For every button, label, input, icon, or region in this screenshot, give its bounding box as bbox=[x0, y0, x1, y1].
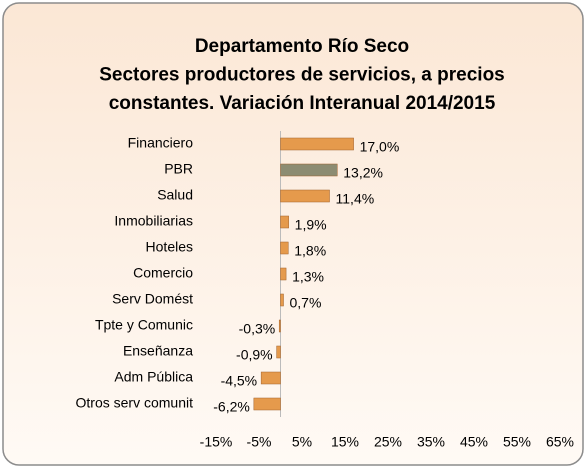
x-tick-label: 35% bbox=[417, 434, 445, 450]
bar bbox=[253, 397, 281, 411]
bar bbox=[280, 137, 354, 151]
data-label: -6,2% bbox=[213, 399, 250, 415]
chart-title: Sectores productores de servicios, a pre… bbox=[99, 65, 505, 86]
bar bbox=[278, 319, 281, 333]
x-tick-label: -5% bbox=[247, 434, 272, 450]
chart-background bbox=[2, 2, 584, 466]
y-tick-label: Hoteles bbox=[146, 239, 193, 255]
chart-title: constantes. Variación Interanual 2014/20… bbox=[109, 93, 496, 114]
x-tick-label: 55% bbox=[503, 434, 531, 450]
bar bbox=[280, 215, 289, 229]
bar bbox=[280, 163, 338, 177]
data-label: 0,7% bbox=[290, 295, 322, 311]
bar bbox=[276, 345, 281, 359]
y-tick-label: PBR bbox=[164, 161, 193, 177]
x-tick-label: 65% bbox=[546, 434, 574, 450]
data-label: 1,9% bbox=[295, 217, 327, 233]
data-label: -0,9% bbox=[236, 347, 273, 363]
y-tick-label: Enseñanza bbox=[123, 343, 193, 359]
y-tick-label: Tpte y Comunic bbox=[95, 317, 193, 333]
y-tick-label: Comercio bbox=[133, 265, 193, 281]
bar bbox=[280, 189, 330, 203]
x-tick-label: 15% bbox=[331, 434, 359, 450]
y-tick-label: Otros serv comunit bbox=[76, 395, 194, 411]
bar bbox=[280, 293, 284, 307]
bar bbox=[280, 241, 289, 255]
data-label: 13,2% bbox=[343, 165, 383, 181]
chart-title: Departamento Río Seco bbox=[195, 36, 409, 57]
bar bbox=[260, 371, 281, 385]
y-tick-label: Salud bbox=[157, 187, 193, 203]
data-label: 11,4% bbox=[336, 191, 375, 207]
x-tick-label: -15% bbox=[200, 434, 233, 450]
data-label: -0,3% bbox=[239, 321, 276, 337]
y-tick-label: Financiero bbox=[128, 135, 194, 151]
bar bbox=[280, 267, 287, 281]
x-tick-label: 25% bbox=[374, 434, 402, 450]
y-tick-label: Serv Domést bbox=[112, 291, 193, 307]
data-label: 1,8% bbox=[294, 243, 326, 259]
data-label: 17,0% bbox=[360, 139, 400, 155]
x-tick-label: 45% bbox=[460, 434, 488, 450]
data-label: -4,5% bbox=[221, 373, 258, 389]
x-tick-label: 5% bbox=[292, 434, 312, 450]
data-label: 1,3% bbox=[292, 269, 324, 285]
y-tick-label: Adm Pública bbox=[114, 369, 193, 385]
y-tick-label: Inmobiliarias bbox=[114, 213, 193, 229]
